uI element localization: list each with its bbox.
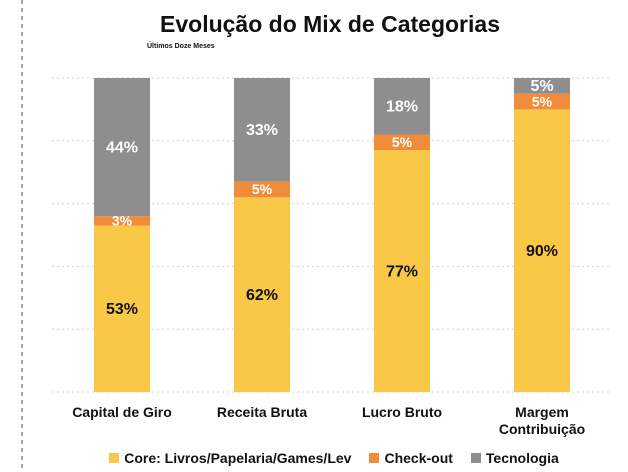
bar-segment <box>234 78 290 182</box>
legend-swatch <box>109 453 120 463</box>
data-label: 5% <box>392 134 413 150</box>
bar-segment <box>94 216 150 226</box>
bar-segment <box>234 181 290 198</box>
chart-subtitle: Últimos Doze Meses <box>147 41 215 50</box>
bar-segment <box>94 78 150 217</box>
legend: Core: Livros/Papelaria/Games/Lev Check-ou… <box>40 450 628 466</box>
bar-segment <box>374 150 430 392</box>
x-tick-label: Margem Contribuição <box>498 404 586 437</box>
data-label: 18% <box>386 98 418 115</box>
data-label: 62% <box>246 287 278 304</box>
bar-segment <box>234 197 290 392</box>
data-label: 33% <box>246 122 278 139</box>
bar-segment <box>94 225 150 392</box>
data-label: 90% <box>526 243 558 260</box>
data-label: 3% <box>112 213 133 229</box>
legend-item: Core: Livros/Papelaria/Games/Lev <box>109 450 351 466</box>
data-label: 53% <box>106 301 138 318</box>
data-label: 5% <box>252 181 273 197</box>
data-label: 44% <box>106 139 138 156</box>
data-label: 77% <box>386 263 418 280</box>
bar-segment <box>514 109 570 393</box>
chart-title: Evolução do Mix de Categorias <box>160 11 500 37</box>
x-tick-label: Lucro Bruto <box>361 404 443 420</box>
legend-item: Tecnologia <box>470 450 559 466</box>
x-tick-label: Receita Bruta <box>216 404 308 420</box>
data-label: 5% <box>530 78 553 95</box>
legend-item: Check-out <box>369 450 453 466</box>
legend-swatch <box>369 453 380 463</box>
legend-label: Check-out <box>384 450 453 466</box>
bar-segment <box>374 134 430 151</box>
x-tick-label: Capital de Giro <box>72 404 172 420</box>
legend-swatch <box>470 453 481 463</box>
bar-segment <box>514 78 570 94</box>
bar-segment <box>514 93 570 110</box>
bar-segment <box>374 78 430 135</box>
legend-label: Core: Livros/Papelaria/Games/Lev <box>124 450 352 466</box>
data-label: 5% <box>532 93 553 109</box>
legend-label: Tecnologia <box>485 450 559 466</box>
